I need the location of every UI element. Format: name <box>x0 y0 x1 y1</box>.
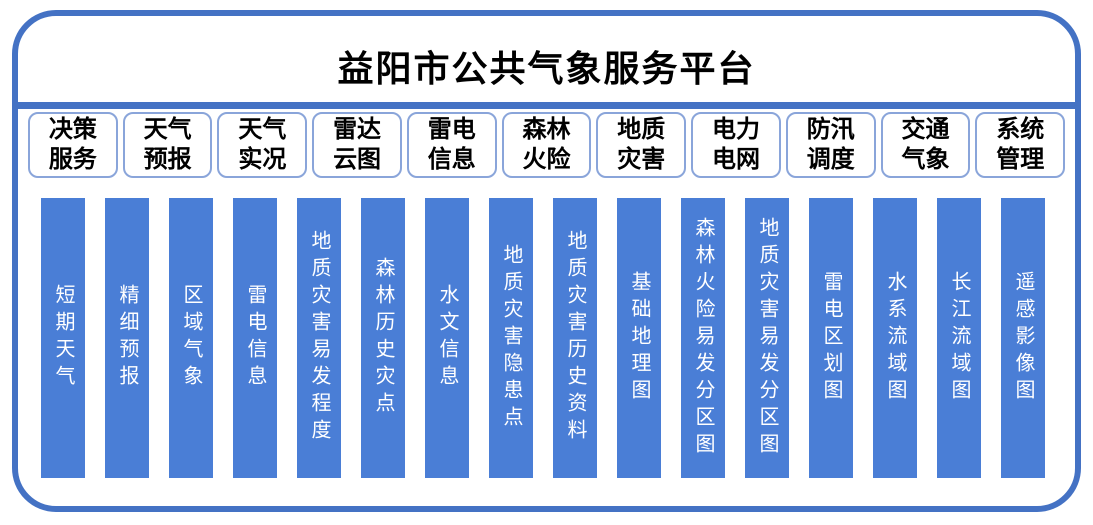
module-bar-hydrological-info: 水文信息 <box>425 198 469 478</box>
menu-item-lightning-info: 雷电信息 <box>406 112 497 178</box>
menu-item-flood-control: 防汛调度 <box>785 112 876 178</box>
module-bar-short-term-weather: 短期天气 <box>41 198 85 478</box>
module-bar-regional-weather: 区域气象 <box>169 198 213 478</box>
menu-item-system-management: 系统管理 <box>975 112 1066 178</box>
module-bar-label: 基础地理图 <box>628 270 650 406</box>
menu-item-weather-forecast: 天气预报 <box>122 112 213 178</box>
module-bar-geo-hazard-susceptibility: 地质灾害易发程度 <box>297 198 341 478</box>
module-bar-label: 地质灾害历史资料 <box>564 230 586 446</box>
module-bar-label: 精细预报 <box>116 284 138 392</box>
module-bar-label: 水文信息 <box>436 284 458 392</box>
menu-item-geological-hazard: 地质灾害 <box>596 112 687 178</box>
module-bar-label: 森林火险易发分区图 <box>692 216 714 460</box>
module-bar-label: 地质灾害易发程度 <box>308 230 330 446</box>
module-bars-row: 短期天气 精细预报 区域气象 雷电信息 地质灾害易发程度 森林历史灾点 水文信息… <box>41 198 1045 478</box>
module-bar-forest-fire-risk-zoning-map: 森林火险易发分区图 <box>681 198 725 478</box>
module-bar-label: 地质灾害隐患点 <box>500 243 522 433</box>
menu-item-traffic-weather: 交通气象 <box>880 112 971 178</box>
title-divider <box>18 102 1075 109</box>
menu-row: 决策服务 天气预报 天气实况 雷达云图 雷电信息 森林火险 地质灾害 电力电网 … <box>28 112 1066 178</box>
module-bar-label: 雷电区划图 <box>820 270 842 406</box>
module-bar-geo-hazard-historical-data: 地质灾害历史资料 <box>553 198 597 478</box>
module-bar-lightning-zoning-map: 雷电区划图 <box>809 198 853 478</box>
module-bar-label: 长江流域图 <box>948 270 970 406</box>
module-bar-label: 雷电信息 <box>244 284 266 392</box>
menu-item-weather-actual: 天气实况 <box>217 112 308 178</box>
module-bar-label: 遥感影像图 <box>1012 270 1034 406</box>
module-bar-label: 水系流域图 <box>884 270 906 406</box>
module-bar-water-system-basin-map: 水系流域图 <box>873 198 917 478</box>
module-bar-basic-geographic-map: 基础地理图 <box>617 198 661 478</box>
module-bar-forest-historical-disaster-points: 森林历史灾点 <box>361 198 405 478</box>
module-bar-fine-forecast: 精细预报 <box>105 198 149 478</box>
module-bar-label: 地质灾害易发分区图 <box>756 216 778 460</box>
platform-title: 益阳市公共气象服务平台 <box>337 48 756 89</box>
module-bar-geo-hazard-hidden-danger-points: 地质灾害隐患点 <box>489 198 533 478</box>
menu-item-forest-fire-risk: 森林火险 <box>501 112 592 178</box>
module-bar-remote-sensing-image-map: 遥感影像图 <box>1001 198 1045 478</box>
menu-item-power-grid: 电力电网 <box>691 112 781 178</box>
module-bar-label: 区域气象 <box>180 284 202 392</box>
module-bar-lightning-info: 雷电信息 <box>233 198 277 478</box>
module-bar-label: 森林历史灾点 <box>372 257 394 419</box>
module-bar-geo-hazard-zoning-map: 地质灾害易发分区图 <box>745 198 789 478</box>
menu-item-radar-cloud-map: 雷达云图 <box>312 112 402 178</box>
module-bar-yangtze-basin-map: 长江流域图 <box>937 198 981 478</box>
platform-frame: 益阳市公共气象服务平台 决策服务 天气预报 天气实况 雷达云图 雷电信息 森林火… <box>12 10 1081 512</box>
menu-item-decision-service: 决策服务 <box>28 112 118 178</box>
module-bar-label: 短期天气 <box>52 284 74 392</box>
